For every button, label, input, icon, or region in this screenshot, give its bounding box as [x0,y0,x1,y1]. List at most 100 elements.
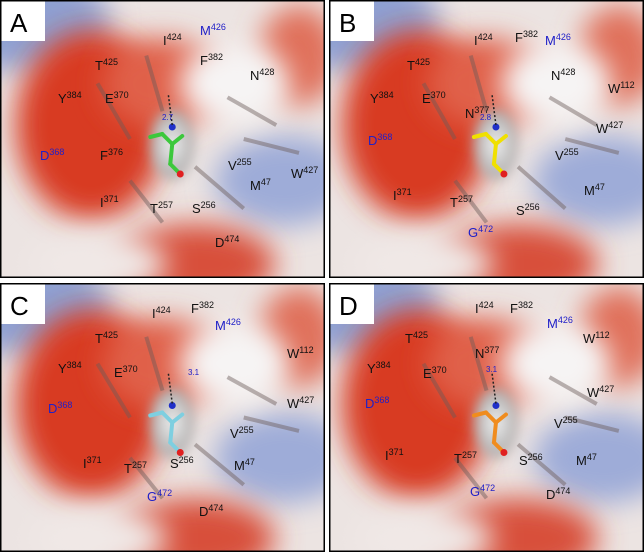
panel-letter: D [339,291,358,321]
residue-name: N [250,68,259,83]
residue-name: G [470,484,480,499]
residue-name: W [596,121,609,136]
residue-number: 424 [479,300,494,310]
residue-number: 428 [259,67,274,77]
residue-name: Y [58,361,67,376]
residue-name: Y [370,91,379,106]
residue-number: 384 [67,360,82,370]
residue-name: M [250,178,261,193]
distance-label: 3.1 [486,365,498,374]
residue-number: 371 [104,194,119,204]
residue-name: W [291,166,304,181]
residue-name: T [95,331,103,346]
ligand-bond [170,144,172,164]
neutral-patch [501,43,611,123]
residue-name: D [365,396,374,411]
residue-number: 47 [261,177,271,187]
residue-number: 384 [67,90,82,100]
residue-number: 426 [556,32,571,42]
residue-number: 47 [595,182,605,192]
neutral-patch [179,324,289,404]
residue-number: 474 [555,486,570,496]
residue-number: 426 [226,317,241,327]
residue-name: F [191,301,199,316]
residue-name: W [608,81,621,96]
ligand-o [500,449,507,456]
residue-number: 424 [478,32,493,42]
residue-number: 112 [299,345,313,355]
residue-name: N [465,106,474,121]
residue-name: F [510,301,518,316]
ligand-bond [494,144,496,164]
residue-number: 370 [123,364,138,374]
residue-number: 257 [158,200,173,210]
residue-name: D [40,148,49,163]
residue-number: 382 [208,52,223,62]
ligand-bond [170,423,172,443]
residue-number: 112 [595,330,609,340]
residue-name: M [215,318,226,333]
residue-number: 376 [108,147,123,157]
residue-name: V [554,416,563,431]
residue-number: 426 [211,22,226,32]
residue-number: 370 [431,90,446,100]
residue-number: 472 [157,488,172,498]
neutral-patch [179,43,289,123]
residue-number: 428 [560,67,575,77]
residue-name: T [454,451,462,466]
residue-number: 377 [474,105,489,115]
residue-name: T [95,58,103,73]
residue-name: G [147,489,157,504]
residue-number: 257 [132,460,147,470]
residue-name: M [576,453,587,468]
panel-letter: C [10,291,29,321]
residue-number: 427 [608,120,623,130]
residue-number: 255 [237,157,252,167]
residue-number: 370 [432,365,447,375]
residue-number: 474 [208,503,223,513]
residue-number: 371 [397,187,412,197]
residue-number: 368 [49,147,64,157]
residue-name: S [170,456,179,471]
residue-number: 112 [620,80,634,90]
residue-number: 368 [57,400,72,410]
panel-letter: A [10,8,28,38]
residue-name: N [551,68,560,83]
residue-number: 255 [239,425,254,435]
residue-name: E [422,91,431,106]
residue-number: 474 [224,234,239,244]
residue-number: 384 [379,90,394,100]
distance-label: 2.7 [162,113,174,122]
residue-number: 368 [377,132,392,142]
residue-number: 424 [167,32,182,42]
residue-name: Y [58,91,67,106]
residue-number: 257 [458,194,473,204]
residue-number: 427 [303,165,318,175]
residue-number: 472 [478,224,493,234]
ligand-o [177,171,184,178]
residue-name: F [200,53,208,68]
distance-label: 3.1 [188,368,200,377]
residue-name: W [287,396,300,411]
residue-number: 425 [103,330,118,340]
residue-number: 424 [156,305,171,315]
residue-name: E [114,365,123,380]
residue-number: 427 [599,384,614,394]
residue-name: G [468,225,478,240]
residue-number: 472 [480,483,495,493]
residue-name: N [475,346,484,361]
residue-name: S [516,203,525,218]
residue-number: 382 [523,29,538,39]
residue-number: 425 [415,57,430,67]
residue-number: 256 [525,202,540,212]
residue-name: T [450,195,458,210]
residue-number: 425 [103,57,118,67]
residue-name: M [200,23,211,38]
residue-number: 427 [299,395,314,405]
residue-number: 382 [199,300,214,310]
residue-name: Y [367,361,376,376]
residue-name: T [407,58,415,73]
residue-name: T [124,461,132,476]
residue-number: 371 [87,455,102,465]
residue-name: V [228,158,237,173]
